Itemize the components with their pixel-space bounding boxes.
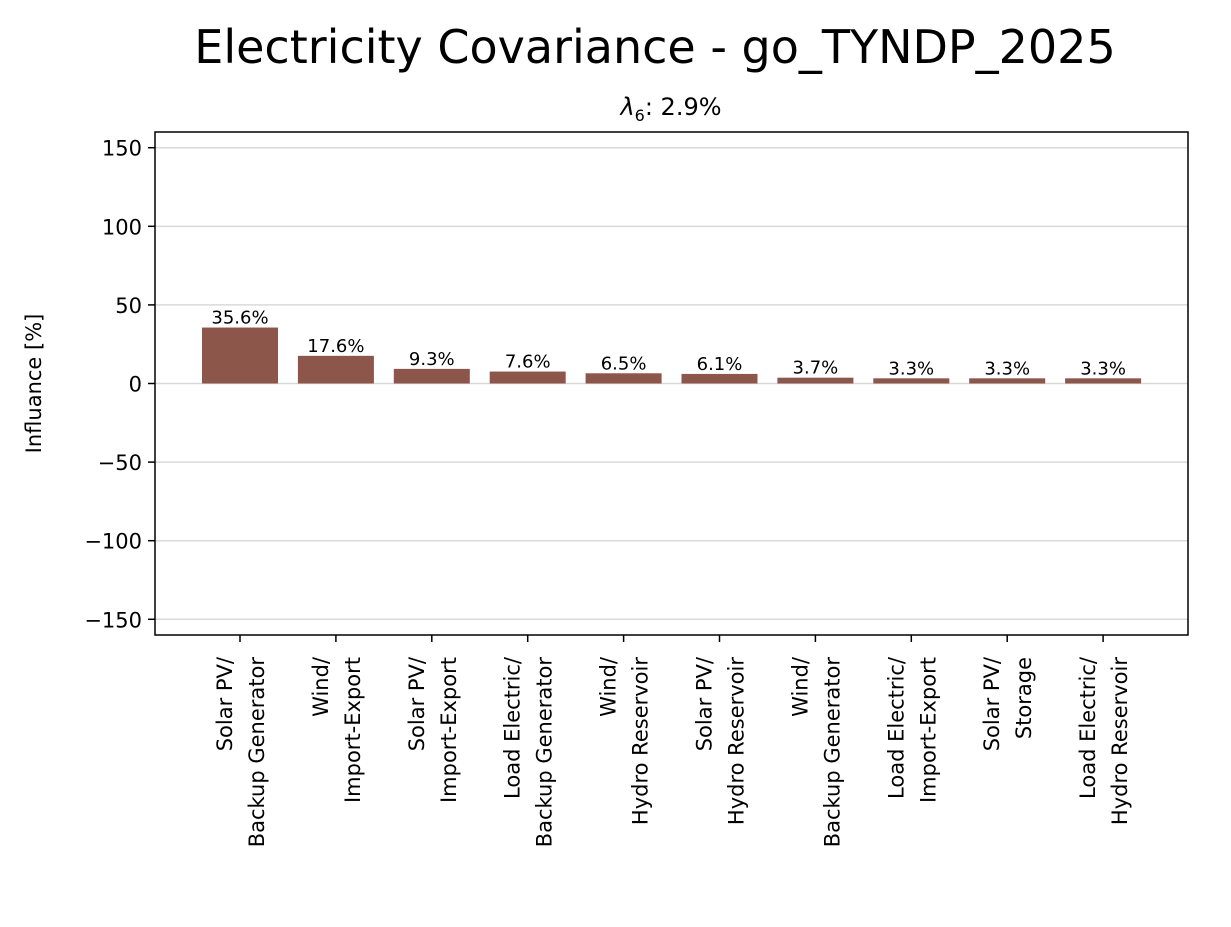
x-tick-label-line: Backup Generator xyxy=(533,657,557,848)
bar xyxy=(969,378,1046,384)
chart-subtitle: λ6: 2.9% xyxy=(618,93,721,125)
bar xyxy=(393,368,470,384)
bar-value-label: 17.6% xyxy=(307,336,364,357)
bar xyxy=(681,373,758,384)
x-axis-ticks: Solar PV/Backup Generator Wind/Import-Exp… xyxy=(213,635,1132,847)
x-tick-label: Load Electric/Import-Export xyxy=(884,656,940,803)
x-tick-label-line: Solar PV/ xyxy=(213,656,237,751)
bar xyxy=(1065,378,1142,384)
x-tick-label-line: Solar PV/ xyxy=(980,656,1004,751)
x-tick-label: Solar PV/Storage xyxy=(980,656,1036,751)
x-tick-label-line: Hydro Reservoir xyxy=(629,657,653,825)
x-tick-label: Wind/Hydro Reservoir xyxy=(597,656,653,825)
subtitle-rest: : 2.9% xyxy=(645,93,722,121)
bars xyxy=(202,327,1142,384)
bar-value-label: 3.3% xyxy=(1080,358,1126,379)
y-tick-label: −50 xyxy=(98,451,142,475)
x-tick-label: Wind/Backup Generator xyxy=(788,656,844,847)
x-tick-label-line: Solar PV/ xyxy=(693,656,717,751)
subtitle-subscript: 6 xyxy=(635,106,645,125)
bar-value-label: 7.6% xyxy=(505,352,551,373)
x-tick-label: Load Electric/Backup Generator xyxy=(501,656,557,847)
bar-value-label: 3.3% xyxy=(888,358,934,379)
x-tick-label: Solar PV/Import-Export xyxy=(405,656,461,803)
bar xyxy=(489,371,566,384)
bar-value-labels: 35.6% 17.6% 9.3% 7.6% 6.5% 6.1% 3.7% 3.3% 3.3% 3.… xyxy=(211,308,1126,380)
x-tick-label-line: Wind/ xyxy=(309,656,333,717)
bar xyxy=(585,373,662,384)
bar-value-label: 9.3% xyxy=(409,349,455,370)
x-tick-label-line: Wind/ xyxy=(597,656,621,717)
bar xyxy=(777,377,854,384)
x-tick-label-line: Backup Generator xyxy=(820,657,844,848)
bar-value-label: 3.3% xyxy=(984,358,1030,379)
bar-value-label: 3.7% xyxy=(793,358,839,379)
chart-title: Electricity Covariance - go_TYNDP_2025 xyxy=(194,20,1115,74)
x-tick-label-line: Hydro Reservoir xyxy=(1108,657,1132,825)
x-tick-label-line: Load Electric/ xyxy=(884,656,908,799)
y-axis-label: Influance [%] xyxy=(22,314,46,454)
x-tick-label-line: Import-Export xyxy=(437,657,461,803)
y-tick-label: −100 xyxy=(84,530,142,554)
y-tick-label: 50 xyxy=(115,294,142,318)
x-tick-label-line: Import-Export xyxy=(341,657,365,803)
bar xyxy=(297,355,374,384)
x-tick-label-line: Load Electric/ xyxy=(1076,656,1100,799)
x-tick-label: Load Electric/Hydro Reservoir xyxy=(1076,656,1132,825)
subtitle-symbol: λ xyxy=(618,93,634,121)
y-axis-ticks: 150 100 50 0 −50 −100 −150 xyxy=(84,137,155,632)
x-tick-label-line: Load Electric/ xyxy=(501,656,525,799)
x-tick-label: Wind/Import-Export xyxy=(309,656,365,803)
x-tick-label-line: Hydro Reservoir xyxy=(725,657,749,825)
bar xyxy=(202,327,278,384)
y-tick-label: −150 xyxy=(84,608,142,632)
y-tick-label: 0 xyxy=(129,373,142,397)
x-tick-label-line: Wind/ xyxy=(788,656,812,717)
x-tick-label-line: Solar PV/ xyxy=(405,656,429,751)
y-tick-label: 150 xyxy=(102,137,142,161)
x-tick-label-line: Storage xyxy=(1012,657,1036,739)
x-tick-label: Solar PV/Hydro Reservoir xyxy=(693,656,749,825)
x-tick-label-line: Import-Export xyxy=(916,657,940,803)
x-tick-label: Solar PV/Backup Generator xyxy=(213,656,269,847)
bar-value-label: 6.5% xyxy=(601,353,647,374)
bar-value-label: 6.1% xyxy=(697,354,743,375)
x-tick-label-line: Backup Generator xyxy=(245,657,269,848)
y-tick-label: 100 xyxy=(102,215,142,239)
bar xyxy=(873,378,950,384)
bar-value-label: 35.6% xyxy=(211,308,268,329)
